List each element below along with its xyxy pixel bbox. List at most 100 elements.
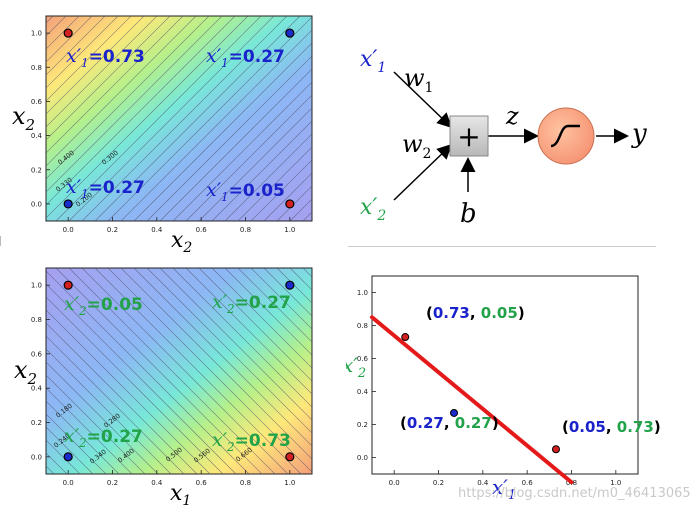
axis-ticks: 0.0 0.2 0.4 0.6 0.8 1.0 0.0 0.2 0.4 0.6 0.8 1.0	[31, 282, 296, 487]
w2-label: w2	[402, 130, 431, 162]
plot-area	[371, 275, 639, 475]
data-point	[63, 28, 73, 38]
y-tick-label: 0.0	[31, 200, 42, 208]
contour-line	[224, 268, 312, 356]
contour-line	[46, 16, 236, 206]
point-label: (0.27, 0.27)	[400, 414, 499, 432]
y-axis-label: x2	[12, 102, 35, 134]
contour-line	[185, 268, 312, 395]
contour-line	[46, 16, 158, 128]
y-tick-label: 1.0	[31, 30, 42, 38]
data-point	[450, 408, 459, 417]
contour-line	[120, 268, 312, 460]
scatter-transformed: 0.00.20.40.60.81.00.00.20.40.60.81.0 (0.…	[346, 275, 661, 503]
z-label: z	[505, 102, 519, 130]
contour-line	[46, 270, 250, 474]
contour-line	[0, 268, 20, 514]
contour-line	[46, 296, 224, 474]
sigmoid-node	[537, 107, 595, 165]
contour-line	[55, 16, 262, 221]
contour-line	[46, 309, 211, 474]
x-axis-label: x2	[171, 228, 192, 255]
y-tick-label: 0.4	[31, 385, 43, 393]
input2-edge	[393, 143, 453, 201]
point-annotation: x′2=0.27	[64, 425, 143, 450]
y-tick-label: 0.6	[31, 98, 43, 106]
output-label: y	[631, 119, 647, 149]
x-tick-label: 0.4	[151, 226, 163, 234]
contour-line	[68, 268, 276, 474]
x-tick-label: 0.0	[63, 479, 74, 487]
point-labels: (0.73, 0.05) (0.27, 0.27) (0.05, 0.73)	[400, 304, 661, 436]
sum-node	[449, 115, 489, 157]
contour-line	[0, 268, 33, 514]
x-axis-label: x1	[170, 481, 191, 509]
contour-line	[159, 268, 312, 421]
contour-line	[107, 268, 312, 473]
contour-line	[46, 374, 146, 474]
point-annotation: x′1=0.27	[206, 45, 285, 70]
contour-line	[146, 55, 312, 221]
y-tick-label: 0.4	[31, 132, 43, 140]
data-point	[63, 452, 73, 462]
x-tick-label: 0.6	[196, 479, 208, 487]
y-tick-label: 0.8	[31, 316, 42, 324]
contour-line	[250, 268, 312, 330]
contour-lines	[0, 268, 312, 514]
data-point	[285, 28, 295, 38]
data-point	[285, 280, 295, 290]
sum-symbol: +	[457, 120, 480, 153]
x-tick-label: 1.0	[284, 226, 295, 234]
contour-line	[46, 361, 159, 474]
x-tick-label: 0.4	[151, 479, 163, 487]
y-tick-label: 1.0	[357, 289, 368, 297]
contour-line	[185, 94, 312, 221]
data-points	[63, 28, 295, 209]
contour-line	[263, 172, 312, 221]
x-tick-label: 1.0	[284, 479, 295, 487]
contour-line	[198, 268, 312, 382]
contour-line	[107, 16, 312, 221]
y-tick-label: 0.4	[357, 388, 369, 396]
contour-line	[46, 16, 223, 193]
contour-line	[68, 16, 275, 221]
data-point	[63, 199, 73, 209]
y-axis-label: x2	[14, 356, 37, 388]
contour-line	[46, 16, 184, 154]
point-annotation: x′1=0.73	[66, 45, 145, 70]
contour-line	[172, 81, 312, 221]
y-tick-label: 0.0	[357, 454, 368, 462]
contour-line	[46, 16, 197, 167]
x-tick-label: 0.6	[522, 479, 534, 487]
data-points	[63, 280, 295, 462]
point-annotations: x′2=0.05 x′2=0.27 x′2=0.27 x′2=0.73	[64, 291, 291, 454]
contour-line	[46, 16, 171, 141]
contour-lines	[46, 16, 312, 221]
neuron-diagram: + x′1 x′2 w1 w2 b z y	[360, 47, 647, 229]
input2-label: x′2	[360, 195, 386, 224]
contour-line	[237, 146, 312, 221]
y-axis-label: x′2	[346, 353, 366, 381]
contour-line	[146, 268, 312, 434]
point-label: (0.05, 0.73)	[562, 418, 661, 436]
point-annotations: x′1=0.73 x′1=0.27 x′1=0.27 x′1=0.05	[66, 45, 285, 204]
point-label: (0.73, 0.05)	[426, 304, 525, 322]
y-tick-label: 0.2	[31, 166, 42, 174]
contour-line	[46, 283, 237, 474]
x-tick-label: 0.0	[389, 479, 400, 487]
contour-line	[211, 268, 312, 369]
contour-line	[81, 268, 289, 474]
x-tick-label: 0.6	[196, 226, 208, 234]
decision-boundary	[370, 315, 574, 485]
point-annotation: x′1=0.05	[206, 179, 285, 204]
contour-line	[250, 159, 312, 221]
x-tick-label: 0.4	[477, 479, 489, 487]
data-point	[285, 199, 295, 209]
contour-line	[263, 268, 312, 317]
point-annotation: x′1=0.27	[66, 176, 145, 201]
input1-label: x′1	[360, 47, 386, 76]
contour-line	[46, 16, 132, 102]
contour-line	[46, 322, 198, 474]
y-tick-label: 0.8	[31, 64, 42, 72]
